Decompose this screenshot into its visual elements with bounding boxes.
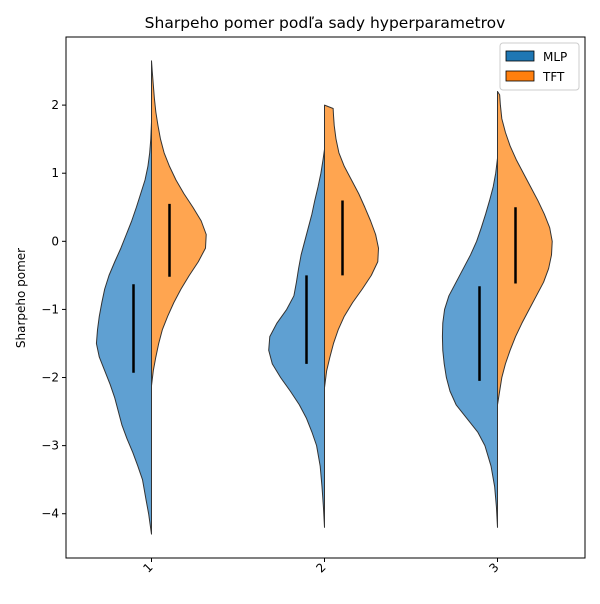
- y-tick-label: −1: [41, 302, 59, 316]
- violin-tft-1: [151, 60, 207, 387]
- violin-mlp-3: [441, 157, 498, 528]
- legend-swatch-tft: [505, 70, 535, 82]
- y-axis: −4 −3 −2 −1 0 1 2: [41, 98, 66, 521]
- y-tick-label: −3: [41, 439, 59, 453]
- violin-mlp-2: [268, 148, 325, 528]
- plot-frame: [65, 36, 586, 559]
- y-tick-label: −4: [41, 507, 59, 521]
- violin-tft-3: [497, 90, 553, 406]
- iqr-bars-layer: [132, 200, 517, 381]
- violin-tft-2: [324, 104, 379, 389]
- violin-mlp-1: [95, 121, 152, 535]
- y-axis-label: Sharpeho pomer: [14, 248, 28, 348]
- y-tick-label: 2: [51, 98, 59, 112]
- legend-swatch-mlp: [505, 50, 535, 62]
- y-tick-label: −2: [41, 371, 59, 385]
- legend-label-mlp: MLP: [543, 50, 567, 64]
- y-tick-label: 0: [51, 234, 59, 248]
- chart-title: Sharpeho pomer podľa sady hyperparametro…: [145, 14, 506, 32]
- legend-label-tft: TFT: [542, 70, 565, 84]
- y-tick-label: 1: [51, 166, 59, 180]
- violins-layer: [95, 60, 553, 535]
- legend: MLP TFT: [499, 42, 580, 91]
